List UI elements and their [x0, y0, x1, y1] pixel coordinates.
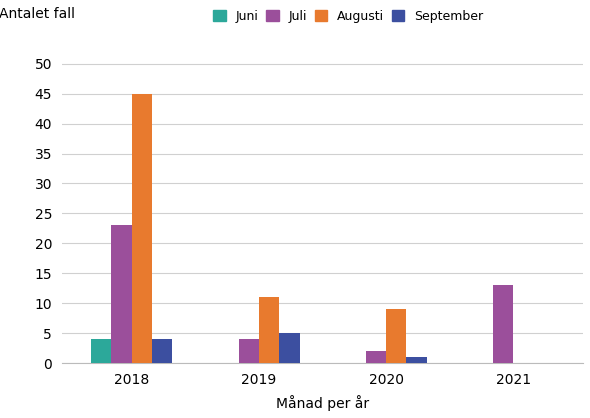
Bar — [279, 333, 300, 363]
Bar — [366, 351, 386, 363]
Bar — [91, 339, 112, 363]
Bar — [493, 285, 513, 363]
Bar — [112, 225, 132, 363]
Bar — [386, 309, 407, 363]
Bar — [407, 357, 427, 363]
Bar — [132, 94, 152, 363]
X-axis label: Månad per år: Månad per år — [276, 395, 369, 411]
Bar — [152, 339, 172, 363]
Bar — [238, 339, 259, 363]
Text: Antalet fall: Antalet fall — [0, 7, 76, 20]
Bar — [259, 297, 279, 363]
Legend: Juni, Juli, Augusti, September: Juni, Juli, Augusti, September — [211, 7, 486, 25]
